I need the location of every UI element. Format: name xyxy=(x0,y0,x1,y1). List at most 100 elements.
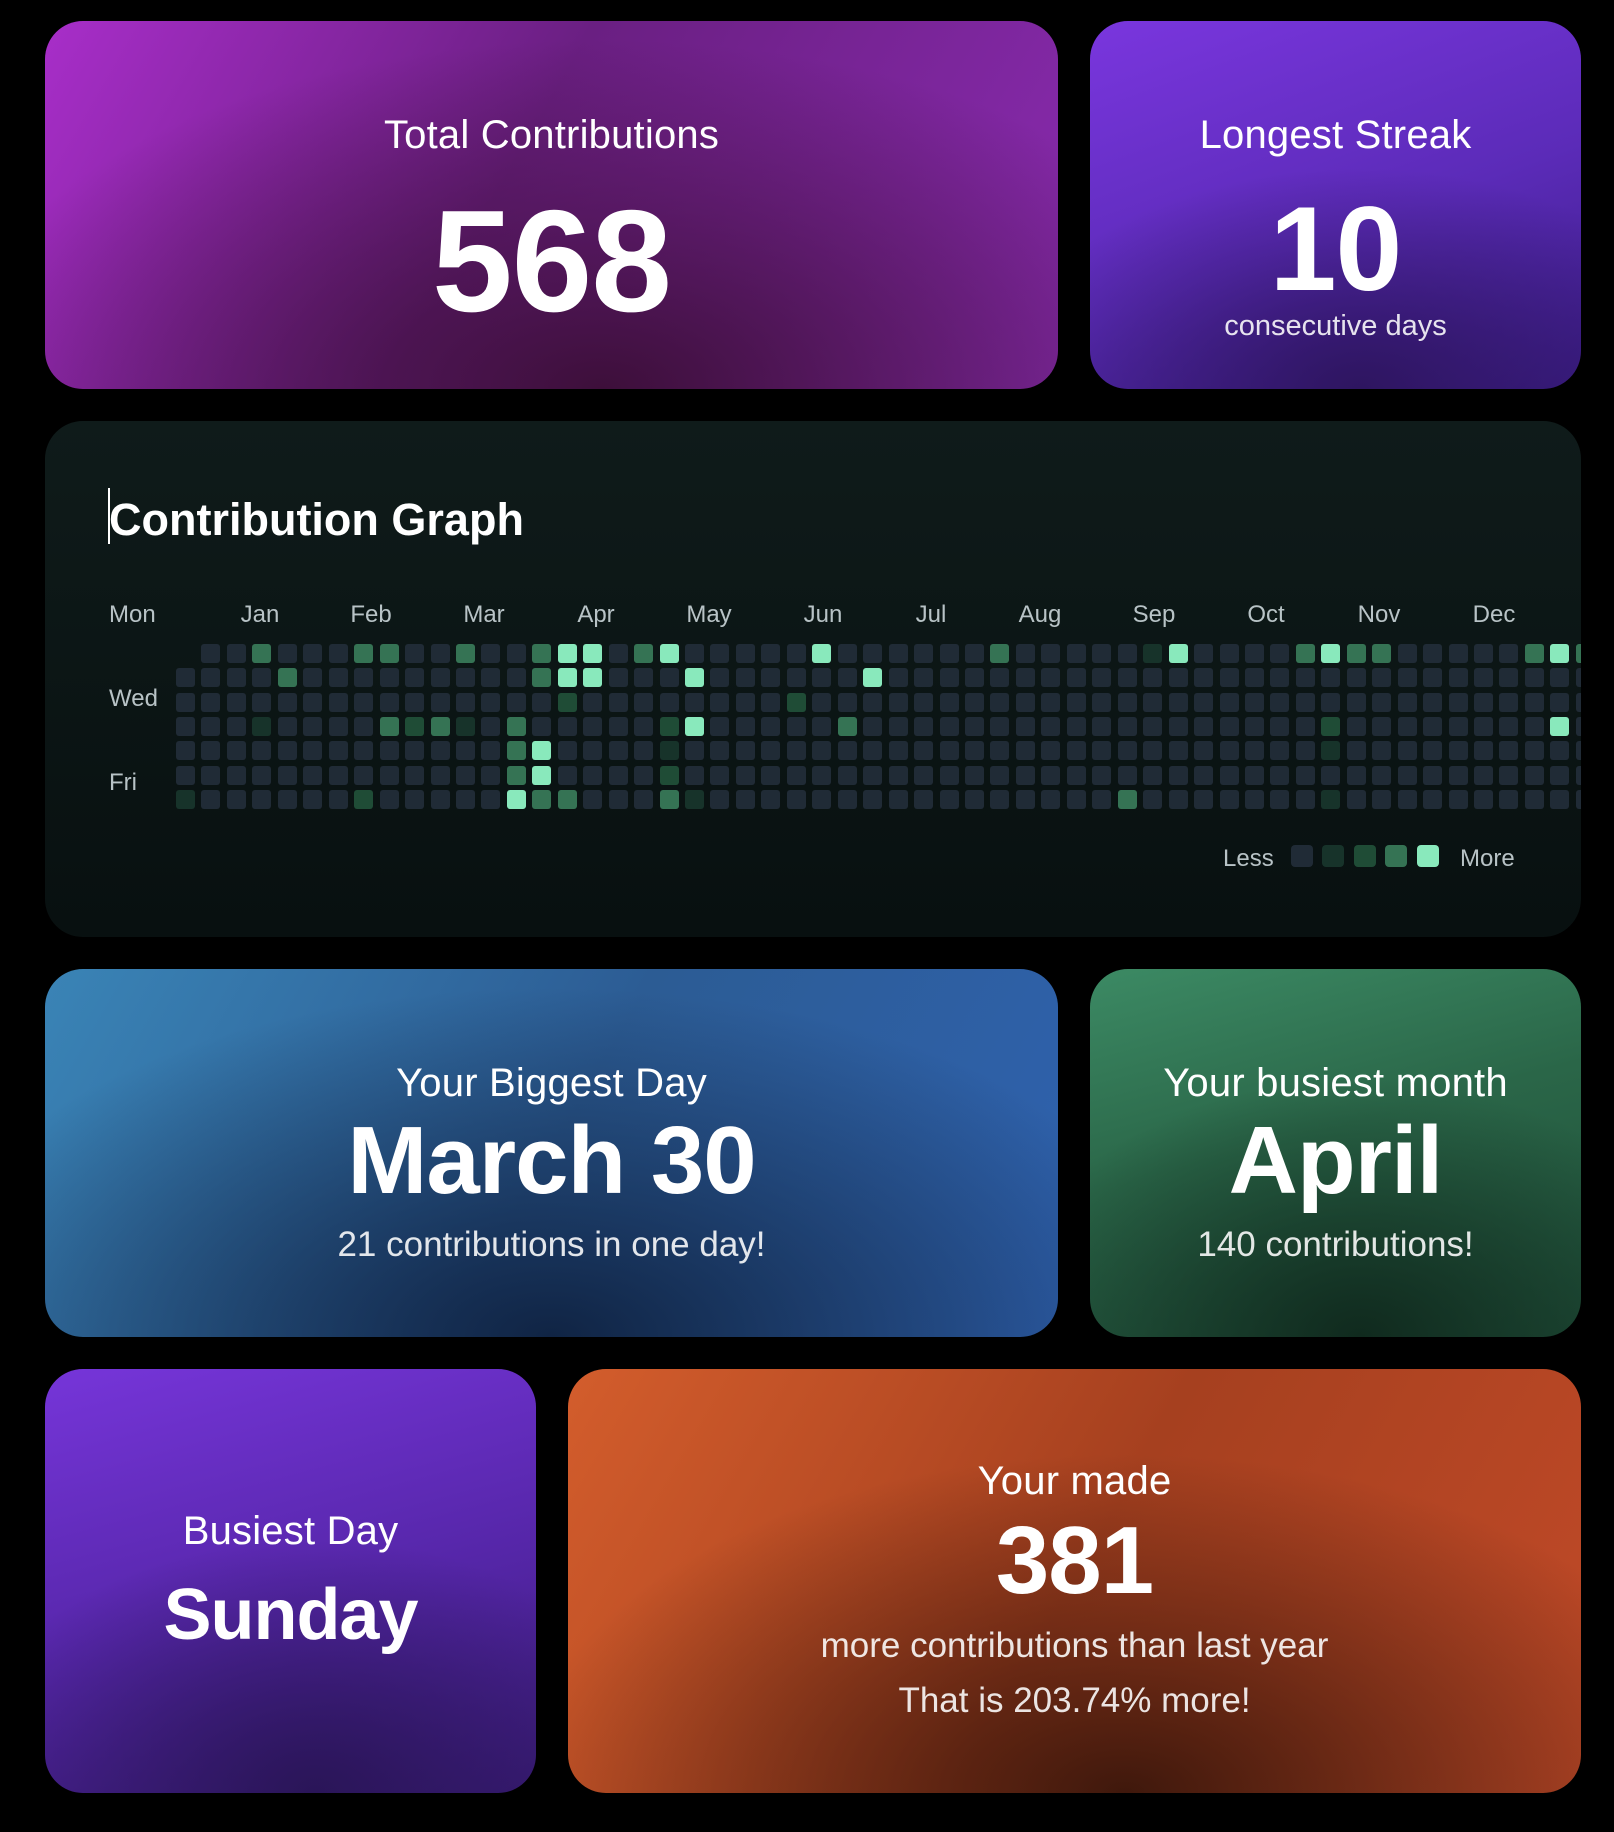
contribution-cell xyxy=(964,765,984,785)
contribution-cell xyxy=(1092,741,1112,761)
contribution-cell xyxy=(405,716,424,736)
biggest-day-value: March 30 xyxy=(347,1107,756,1214)
contribution-cell xyxy=(1397,716,1417,736)
contribution-cell xyxy=(837,741,857,761)
biggest-day-card: Your Biggest Day March 30 21 contributio… xyxy=(45,969,1058,1337)
comparison-label: Your made xyxy=(977,1459,1172,1503)
month-label-mar: Mar xyxy=(463,601,505,628)
busiest-month-label: Your busiest month xyxy=(1163,1061,1508,1105)
contribution-cell xyxy=(1321,789,1341,809)
contribution-cell xyxy=(481,789,501,809)
contribution-cell xyxy=(303,765,323,785)
contribution-cell xyxy=(1066,692,1086,712)
contribution-cell xyxy=(1321,692,1341,712)
contribution-cell xyxy=(532,741,552,761)
contribution-cell xyxy=(176,668,195,688)
contribution-cell xyxy=(659,716,679,736)
contribution-cell xyxy=(1219,644,1239,663)
contribution-cell xyxy=(303,644,323,663)
comparison-card: Your made 381 more contributions than la… xyxy=(568,1369,1581,1793)
contribution-cell xyxy=(506,741,526,761)
contribution-cell xyxy=(1372,789,1392,809)
contribution-cell xyxy=(786,668,806,688)
contribution-cell xyxy=(201,668,221,688)
contribution-cell xyxy=(1295,765,1315,785)
contribution-cell xyxy=(379,668,399,688)
contribution-cell xyxy=(1015,716,1035,736)
contribution-cell xyxy=(990,789,1010,809)
contribution-cell xyxy=(863,644,883,663)
contribution-cell xyxy=(1066,644,1086,663)
contribution-cell xyxy=(1015,644,1035,663)
contribution-cell xyxy=(379,765,399,785)
contribution-cell xyxy=(1423,692,1442,712)
contribution-cell xyxy=(1524,716,1544,736)
contribution-cell xyxy=(557,789,577,809)
contribution-cell xyxy=(532,789,552,809)
contribution-cell xyxy=(964,692,984,712)
contribution-cell xyxy=(1321,668,1341,688)
contribution-cell xyxy=(1575,789,1581,809)
contribution-cell xyxy=(277,644,297,663)
contribution-cell xyxy=(914,716,933,736)
contribution-cell xyxy=(405,668,424,688)
month-label-jul: Jul xyxy=(915,601,947,628)
contribution-cell xyxy=(710,692,730,712)
contribution-cell xyxy=(1244,716,1264,736)
contribution-cell xyxy=(252,765,272,785)
contribution-cell xyxy=(176,692,195,712)
contribution-cell xyxy=(1321,644,1341,663)
contribution-graph-card: Contribution Graph Mon Wed Fri Jan Feb M… xyxy=(45,421,1581,937)
contribution-cell xyxy=(761,692,781,712)
contribution-cell xyxy=(328,644,348,663)
contribution-cell xyxy=(1015,765,1035,785)
comparison-detail: more contributions than last year xyxy=(820,1626,1329,1665)
contribution-cell xyxy=(659,668,679,688)
contribution-cell xyxy=(1575,765,1581,785)
comparison-percent: That is 203.74% more! xyxy=(898,1681,1251,1720)
contribution-cell xyxy=(1015,789,1035,809)
contribution-cell xyxy=(1524,692,1544,712)
biggest-day-detail: 21 contributions in one day! xyxy=(337,1225,766,1264)
contribution-cell xyxy=(1295,668,1315,688)
contribution-cell xyxy=(1499,692,1519,712)
contribution-cell xyxy=(303,789,323,809)
contribution-cell xyxy=(659,644,679,663)
contribution-cell xyxy=(659,789,679,809)
contribution-cell xyxy=(430,644,450,663)
contribution-cell xyxy=(761,668,781,688)
total-contributions-label: Total Contributions xyxy=(383,113,720,157)
contribution-cell xyxy=(328,789,348,809)
contribution-cell xyxy=(1499,765,1519,785)
day-label-mon: Mon xyxy=(109,601,156,628)
legend-more-label: More xyxy=(1460,845,1515,872)
contribution-cell xyxy=(430,692,450,712)
contribution-cell xyxy=(506,765,526,785)
contribution-cell xyxy=(812,668,832,688)
contribution-cell xyxy=(1194,741,1213,761)
contribution-cell xyxy=(226,765,246,785)
contribution-cell xyxy=(252,741,272,761)
contribution-cell xyxy=(1117,716,1137,736)
contribution-cell xyxy=(1066,789,1086,809)
contribution-cell xyxy=(990,716,1010,736)
contribution-cell xyxy=(608,789,628,809)
contribution-cell xyxy=(812,716,832,736)
contribution-cell xyxy=(710,765,730,785)
contribution-cell xyxy=(1346,692,1366,712)
contribution-cell xyxy=(939,668,959,688)
contribution-cell xyxy=(455,644,475,663)
contribution-cell xyxy=(481,644,501,663)
contribution-cell xyxy=(914,741,933,761)
contribution-cell xyxy=(455,741,475,761)
contribution-cell xyxy=(176,716,195,736)
contribution-cell xyxy=(1219,692,1239,712)
contribution-cell xyxy=(354,716,374,736)
legend-swatch-level-0 xyxy=(1291,845,1313,867)
contribution-cell xyxy=(786,716,806,736)
contribution-cell xyxy=(354,692,374,712)
contribution-cell xyxy=(557,765,577,785)
contribution-cell xyxy=(888,741,908,761)
contribution-cell xyxy=(837,692,857,712)
contribution-cell xyxy=(455,668,475,688)
